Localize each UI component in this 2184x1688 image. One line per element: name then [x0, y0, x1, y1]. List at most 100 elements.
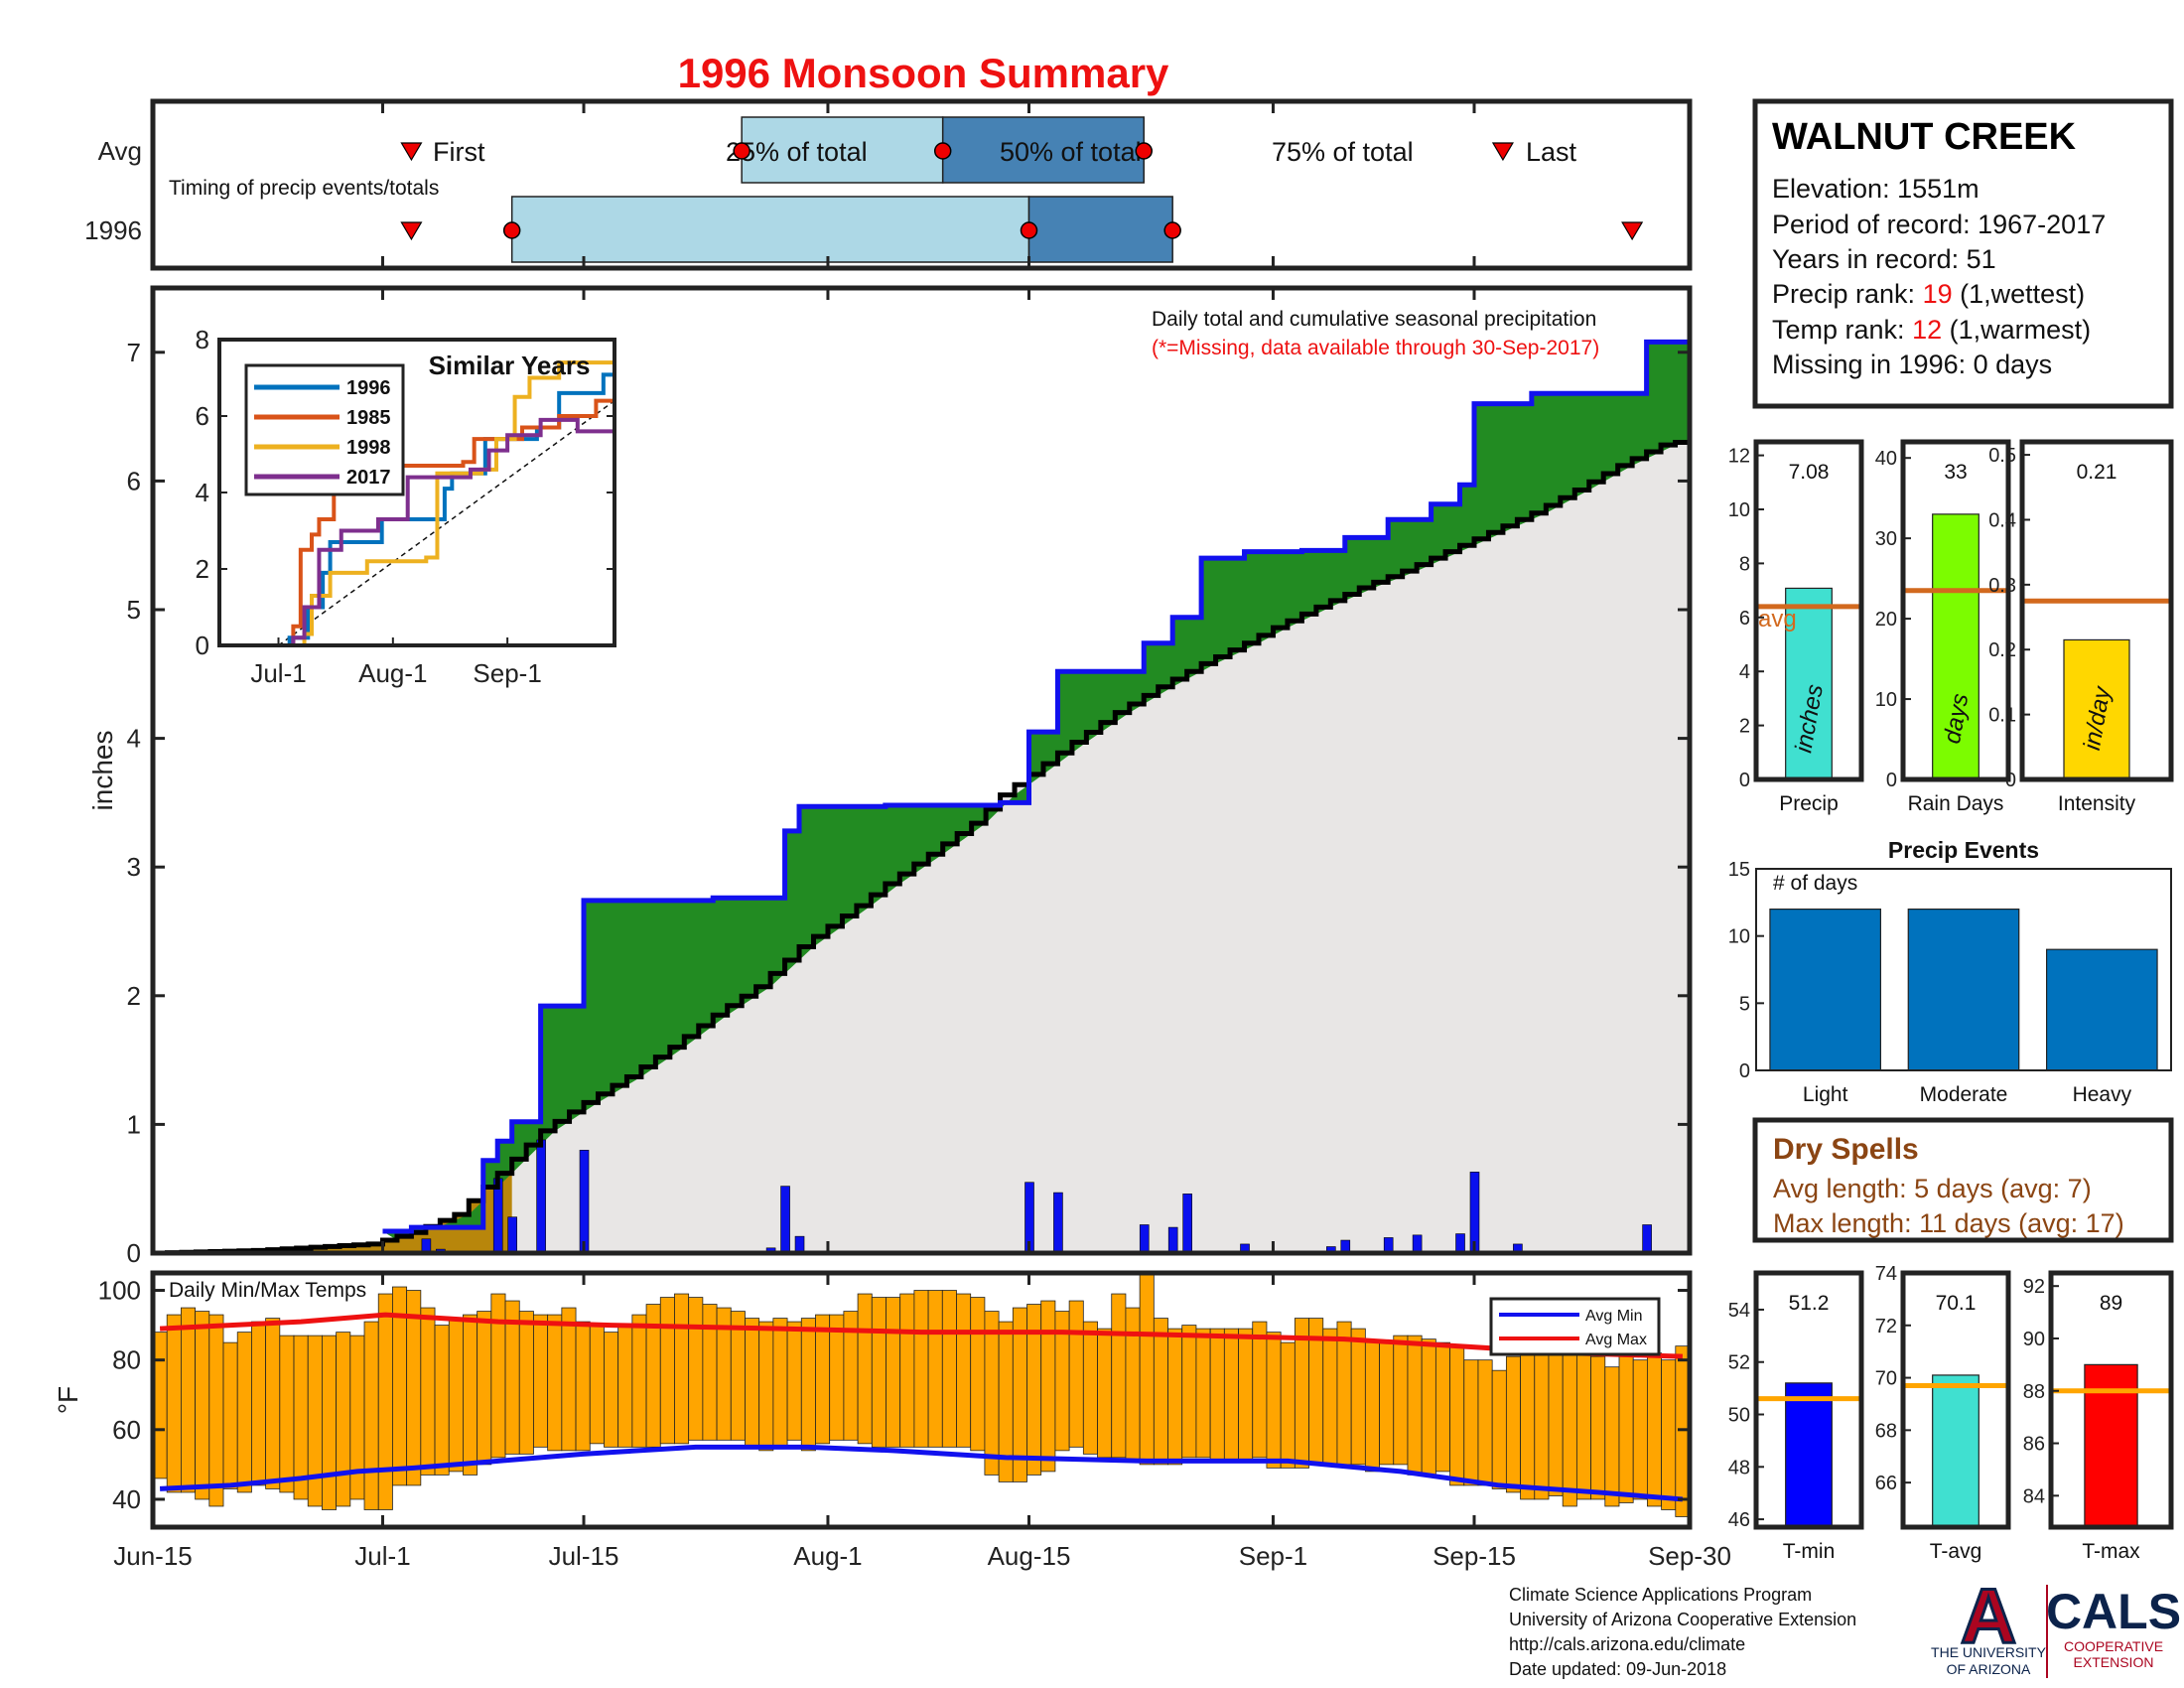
above-normal-area	[382, 342, 1691, 1241]
station-name: WALNUT CREEK	[1772, 116, 2077, 158]
temp-day-bar-93	[1463, 1359, 1479, 1486]
rain-days-bar	[1932, 513, 1979, 780]
timing-avg-last-marker	[1491, 142, 1514, 162]
timing-bars	[510, 116, 1173, 263]
timing-panel: Avg 1996 Timing of precip events/totals …	[84, 98, 1693, 271]
temp-day-bar-74	[1195, 1328, 1211, 1459]
timing-year-q50-q75	[1027, 196, 1173, 263]
precip-events-tick-label-2: 10	[1728, 926, 1750, 948]
precip-events-bar-light	[1769, 908, 1882, 1071]
temp-plot-area	[152, 1272, 1691, 1517]
date-tick-label-7: Sep-30	[1648, 1541, 1731, 1571]
t-max-tick-label-0: 84	[2023, 1485, 2045, 1507]
inset-y-tick-label-2: 4	[196, 478, 209, 507]
temp-day-bar-11	[307, 1335, 323, 1507]
temp-day-bar-33	[617, 1325, 633, 1448]
t-max-panel: 84 86 88 90 92 89 T-max	[2023, 1270, 2174, 1563]
daily-precip-bar-8	[794, 1235, 805, 1254]
timing-label-last: Last	[1526, 137, 1577, 167]
t-max-tick-label-4: 92	[2023, 1276, 2045, 1298]
temp-day-bar-77	[1238, 1328, 1254, 1462]
temp-day-bar-4	[208, 1314, 224, 1507]
temp-day-bar-79	[1266, 1332, 1282, 1469]
temp-chart-frame	[150, 1270, 1693, 1530]
temp-y-label: °F	[53, 1386, 83, 1414]
timing-year-first-marker	[400, 221, 423, 241]
temp-day-bar-6	[236, 1332, 252, 1493]
temp-day-bar-106	[1646, 1352, 1662, 1507]
temp-day-bar-65	[1068, 1300, 1084, 1448]
temp-day-bar-68	[1111, 1293, 1127, 1459]
climatology-area	[153, 439, 1690, 1254]
daily-precip-bar-4	[536, 1139, 546, 1254]
t-max-label: T-max	[2082, 1540, 2140, 1563]
footer-line-4: Date updated: 09-Jun-2018	[1509, 1659, 1726, 1679]
intensity-tick-label-2: 0.2	[1988, 639, 2016, 661]
t-min-tick-label-1: 48	[1728, 1457, 1750, 1478]
temp-day-bar-1	[166, 1314, 182, 1493]
ua-wordmark-line-1: THE UNIVERSITY	[1931, 1644, 2047, 1660]
precip-tick-label-6: 12	[1728, 446, 1750, 468]
temp-day-bar-71	[1153, 1318, 1168, 1466]
temp-day-bar-99	[1548, 1332, 1564, 1496]
precip-value: 7.08	[1789, 461, 1830, 484]
temp-day-bar-31	[589, 1325, 605, 1445]
daily-precip-bar-18	[1412, 1234, 1423, 1254]
temp-day-bar-80	[1280, 1341, 1296, 1469]
t-avg-frame	[1900, 1270, 2011, 1530]
precip-events-bar-heavy	[2046, 948, 2158, 1071]
t-min-value: 51.2	[1789, 1292, 1830, 1315]
temp-chart-title: Daily Min/Max Temps	[169, 1279, 366, 1302]
timing-year-q25-marker	[502, 221, 521, 239]
temp-day-bar-83	[1322, 1328, 1338, 1466]
inset-x-tick-label-0: Jul-1	[250, 658, 306, 688]
inset-y-tick-label-3: 6	[196, 401, 209, 431]
avg-min-line	[159, 1444, 1684, 1502]
timing-avg-q50-q75	[941, 116, 1145, 184]
station-missing: Missing in 1996: 0 days	[1772, 350, 2052, 379]
temp-day-bar-36	[659, 1297, 675, 1445]
daily-precip-bar-19	[1455, 1233, 1465, 1254]
inset-plot-area	[219, 358, 616, 647]
intensity-tick-label-1: 0.1	[1988, 705, 2016, 727]
inset-legend: 1996 1985 1998 2017	[244, 363, 405, 496]
precip-frame	[1753, 439, 1864, 782]
temp-day-bar-86	[1364, 1341, 1380, 1473]
precip-events-annotation: # of days	[1773, 872, 1857, 895]
temp-day-bar-18	[406, 1290, 422, 1486]
inset-legend-label-2017: 2017	[346, 467, 391, 489]
temp-day-bar-92	[1449, 1345, 1465, 1486]
temp-y-tick-label-1: 60	[112, 1415, 141, 1445]
daily-precip-bar-7	[780, 1186, 790, 1254]
temp-day-bar-57	[956, 1293, 972, 1448]
temp-day-bar-29	[561, 1307, 577, 1452]
temp-day-bar-104	[1618, 1355, 1634, 1503]
dry-spells-avg-length: Avg length: 5 days (avg: 7)	[1773, 1174, 2092, 1203]
temp-day-bar-5	[222, 1341, 238, 1489]
temp-legend: Avg Min Avg Max	[1489, 1297, 1661, 1356]
temp-day-bar-41	[730, 1311, 746, 1441]
temp-day-bar-53	[899, 1293, 915, 1448]
temp-day-bar-27	[533, 1314, 549, 1448]
footer-line-2: University of Arizona Cooperative Extens…	[1509, 1610, 1856, 1629]
dry-spells-title: Dry Spells	[1773, 1133, 1919, 1166]
temp-day-bar-23	[477, 1311, 492, 1466]
intensity-value: 0.21	[2077, 461, 2117, 484]
precip-events-bar-moderate	[1907, 908, 2020, 1071]
precip-events-frame	[1755, 868, 2172, 1071]
temp-y-tick-label-2: 80	[112, 1345, 141, 1375]
timing-markers	[400, 142, 1644, 241]
temp-day-bar-45	[786, 1321, 802, 1441]
t-avg-tick-label-2: 70	[1875, 1368, 1897, 1390]
station-years: Years in record: 51	[1772, 244, 1996, 274]
footer-line-1: Climate Science Applications Program	[1509, 1585, 1812, 1605]
timing-row-label-year: 1996	[84, 215, 142, 245]
precip-y-tick-label-6: 6	[127, 466, 141, 495]
temp-day-bar-89	[1407, 1335, 1423, 1476]
rain-days-tick-label-4: 40	[1875, 448, 1897, 470]
temp-day-bar-97	[1520, 1348, 1536, 1500]
temp-day-bar-26	[518, 1311, 534, 1455]
temp-day-bar-14	[349, 1335, 365, 1500]
precip-events-tick-label-3: 15	[1728, 859, 1750, 881]
